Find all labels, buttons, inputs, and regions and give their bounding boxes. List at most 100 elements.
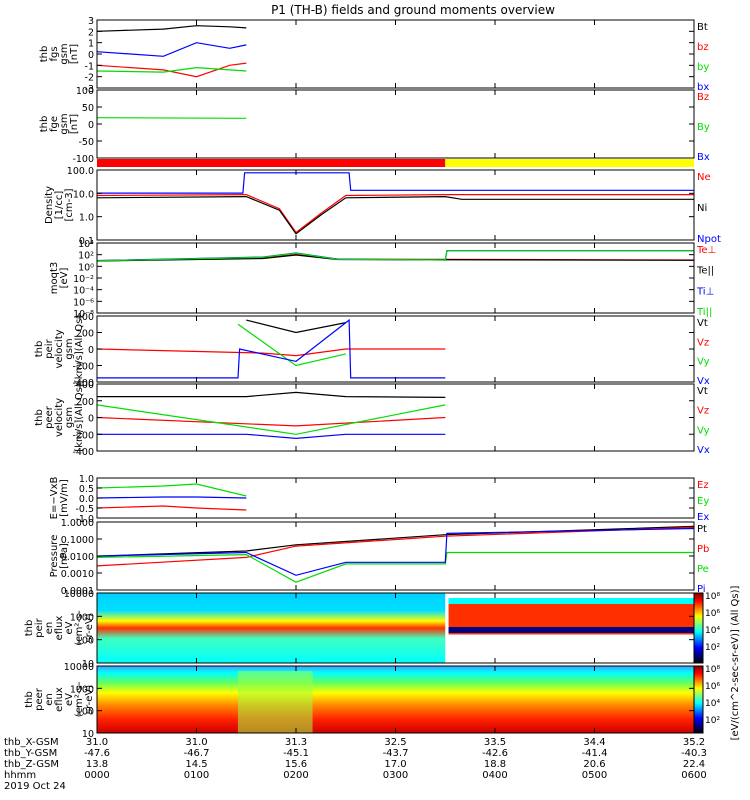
fgs-legend-bx: bx bbox=[697, 82, 709, 93]
peer_vel-ytick-label: 400 bbox=[76, 380, 94, 391]
temp-frame bbox=[96, 242, 695, 314]
efield-ytick-label: 1.0 bbox=[79, 474, 94, 485]
x-axis-value: 17.0 bbox=[384, 759, 406, 770]
mode-bar-left bbox=[97, 159, 446, 167]
density-ytick-label: 100.0 bbox=[67, 166, 94, 177]
colorbar-tick-label: 10⁸ bbox=[705, 592, 720, 602]
x-axis-value: 31.0 bbox=[185, 737, 207, 748]
x-axis-value: 0100 bbox=[184, 770, 209, 781]
panel-peir_eflux: 10000 1000 100 10 thb peir en eflux eV (cm²-s-sr-… bbox=[24, 589, 695, 670]
x-axis-value: 20.6 bbox=[583, 759, 605, 770]
panel-efield: 1.00.50.0-0.5-1.0 E=−VxB [mV/m] Ez Ey Ex bbox=[49, 474, 709, 525]
x-axis-row-label: thb_Z-GSM bbox=[4, 759, 59, 770]
fgs-ylabel: gsm bbox=[59, 43, 70, 64]
peer_eflux-spectrogram bbox=[97, 666, 694, 733]
peer_vel-ylabel: peer bbox=[44, 405, 55, 429]
peir_eflux-ylabel: sr-eV) bbox=[84, 613, 95, 642]
temp-legend-Ti||: Ti|| bbox=[696, 307, 712, 318]
peer_eflux-ytick-label: 10000 bbox=[64, 662, 94, 673]
efield-ytick-label: -1.0 bbox=[75, 514, 94, 525]
peir-eflux-lower-band bbox=[448, 627, 694, 633]
pressure-legend-Pb: Pb bbox=[697, 544, 709, 555]
fgs-legend-by: by bbox=[697, 62, 709, 73]
pressure-ytick-label: 0.0100 bbox=[61, 552, 94, 563]
x-axis-value: -47.6 bbox=[84, 748, 110, 759]
peer_eflux-ylabel: eflux bbox=[54, 687, 65, 712]
density-legend-Ne: Ne bbox=[697, 172, 711, 183]
colorbar-tick-label: 10⁴ bbox=[705, 699, 720, 709]
peer_vel-legend-Vt: Vt bbox=[697, 386, 708, 397]
fgs-ytick-label: -3 bbox=[85, 84, 94, 95]
colorbar-tick-label: 10⁴ bbox=[705, 626, 720, 636]
colorbar-tick-label: 10⁸ bbox=[705, 665, 720, 675]
peir_vel-Vy-line bbox=[237, 323, 346, 367]
peer_vel-ylabel: [km/s](All Qs) bbox=[74, 383, 85, 451]
peir_vel-ylabel: [km/s](All Qs) bbox=[74, 315, 85, 383]
peir_eflux-ylabel: peir bbox=[34, 617, 45, 637]
peir_eflux-ytick-label: 100 bbox=[76, 636, 94, 647]
peir_eflux-ylabel: eV bbox=[64, 621, 75, 634]
x-axis-value: 15.6 bbox=[285, 759, 307, 770]
x-axis-row-label: thb_Y-GSM bbox=[4, 748, 57, 759]
fge-By-line bbox=[96, 117, 247, 119]
density-Npot-line bbox=[97, 172, 694, 194]
pressure-ytick-label: 0.1000 bbox=[61, 535, 94, 546]
x-axis-row-label: hhmm bbox=[4, 770, 36, 781]
temp-Te||-line bbox=[96, 254, 695, 262]
x-axis-value: 0500 bbox=[582, 770, 607, 781]
panel-peer_vel: 400 200 0 -200 -400 thb peer velocity gsm [km/s](… bbox=[34, 380, 710, 458]
peer_eflux-ylabel: en bbox=[44, 693, 55, 706]
mode-bar bbox=[97, 159, 694, 167]
peir_eflux-ytick-label: 10000 bbox=[64, 589, 94, 600]
peir_vel-Vz-line bbox=[96, 348, 446, 357]
x-axis-value: 31.0 bbox=[86, 737, 108, 748]
peir_vel-ytick-label: 0 bbox=[88, 345, 94, 356]
peer_vel-Vy-line bbox=[96, 404, 446, 435]
x-axis-value: -43.7 bbox=[383, 748, 409, 759]
peer_eflux-ytick-label: 10 bbox=[82, 729, 94, 740]
efield-legend-Ex: Ex bbox=[697, 512, 709, 523]
pressure-ytick-label: 1.0000 bbox=[61, 518, 94, 529]
pressure-Pe-line bbox=[96, 551, 694, 583]
density-ylabel: Density bbox=[44, 186, 55, 224]
peir_vel-ylabel: velocity bbox=[54, 329, 65, 368]
peer_vel-ytick-label: 0 bbox=[88, 414, 94, 425]
efield-Ey-line bbox=[96, 483, 247, 497]
peir_vel-legend-Vt: Vt bbox=[697, 318, 708, 329]
fgs-ytick-label: -2 bbox=[85, 73, 94, 84]
fge-ytick-label: -100 bbox=[72, 154, 94, 165]
peer_vel-legend-Vx: Vx bbox=[697, 445, 710, 456]
colorbar-lower bbox=[693, 665, 704, 734]
peir_vel-ytick-label: 400 bbox=[76, 312, 94, 323]
temp-ytick-label: 10⁻⁶ bbox=[73, 297, 94, 308]
density-legend-Ni: Ni bbox=[697, 203, 707, 214]
x-axis-value: 13.8 bbox=[86, 759, 108, 770]
peer_vel-Vx-line bbox=[97, 433, 446, 440]
temp-Ti||-line bbox=[96, 250, 694, 262]
colorbar-tick-label: 10⁶ bbox=[705, 682, 720, 692]
x-axis-value: 18.8 bbox=[484, 759, 506, 770]
peer_eflux-ylabel: eV bbox=[64, 693, 75, 706]
peer_vel-ylabel: gsm bbox=[64, 407, 75, 428]
density-legend-Npot: Npot bbox=[697, 234, 721, 245]
peer_vel-legend-Vz: Vz bbox=[697, 406, 709, 417]
density-ylabel: [1/cc] bbox=[54, 191, 65, 220]
peir_eflux-ylabel: eflux bbox=[54, 616, 65, 641]
temp-ytick-label: 10⁴ bbox=[78, 239, 94, 250]
pressure-ylabel: [nPa] bbox=[59, 543, 70, 569]
fge-legend-By: By bbox=[697, 122, 710, 133]
x-axis-value: 33.5 bbox=[484, 737, 506, 748]
peir_eflux-ylabel: en bbox=[44, 622, 55, 635]
temp-ylabel: [eV] bbox=[59, 268, 70, 289]
peer_vel-ylabel: thb bbox=[34, 409, 45, 426]
fgs-ytick-label: 1 bbox=[88, 39, 94, 50]
pressure-Pb-line bbox=[96, 526, 695, 567]
fgs-legend-Bt: Bt bbox=[697, 22, 708, 33]
temp-ytick-label: 10⁻⁴ bbox=[73, 286, 94, 297]
colorbar-tick-label: 10⁶ bbox=[705, 609, 720, 619]
efield-ytick-label: 0.5 bbox=[79, 484, 94, 495]
fgs-ylabel: [nT] bbox=[69, 44, 80, 64]
